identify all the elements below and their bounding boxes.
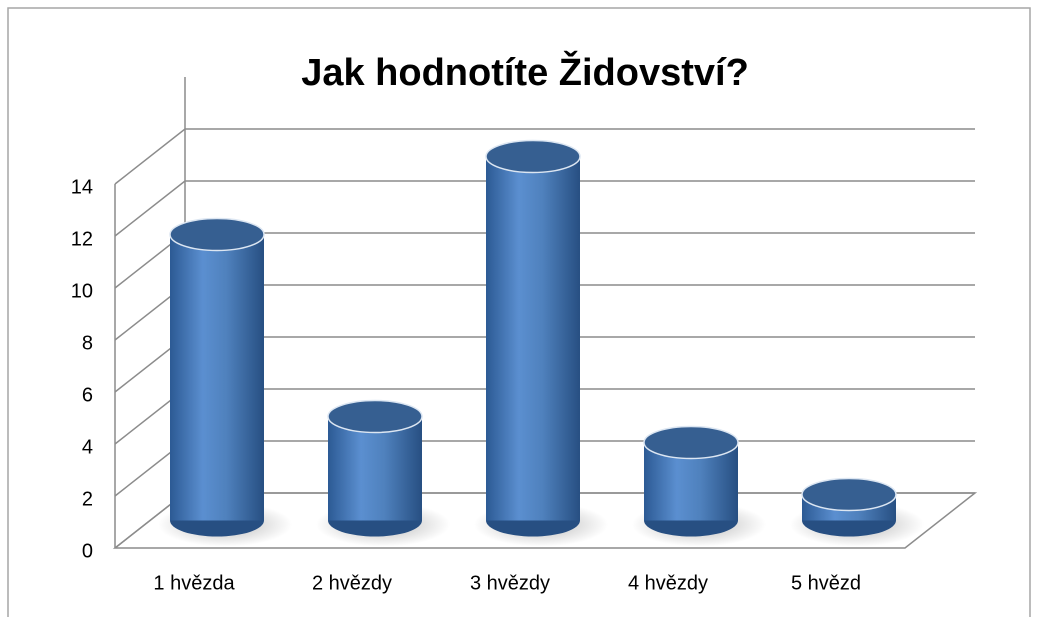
- y-tick-label: 4: [82, 436, 93, 458]
- y-tick-label: 6: [82, 384, 93, 406]
- x-tick-label: 2 hvězdy: [312, 572, 392, 594]
- y-tick-label: 2: [82, 488, 93, 510]
- x-tick-label: 5 hvězd: [791, 572, 861, 594]
- bar: [170, 234, 264, 521]
- y-tick-label: 8: [82, 332, 93, 354]
- grid-line: [114, 180, 975, 237]
- x-tick-label: 1 hvězda: [153, 572, 235, 594]
- y-tick-label: 10: [71, 280, 93, 302]
- y-tick-label: 0: [82, 540, 93, 562]
- bar-top: [801, 477, 897, 512]
- y-tick-label: 12: [71, 228, 93, 250]
- chart-title: Jak hodnotíte Židovství?: [301, 50, 749, 94]
- chart-border: [7, 7, 1031, 617]
- bar: [486, 156, 580, 521]
- bar-top: [327, 399, 423, 434]
- bar-top: [169, 217, 265, 252]
- bar-top: [485, 139, 581, 174]
- y-tick-label: 14: [71, 176, 93, 198]
- x-tick-label: 4 hvězdy: [628, 572, 708, 594]
- grid-line: [114, 128, 975, 185]
- bar: [328, 416, 422, 521]
- x-tick-label: 3 hvězdy: [470, 572, 550, 594]
- bar-top: [643, 425, 739, 460]
